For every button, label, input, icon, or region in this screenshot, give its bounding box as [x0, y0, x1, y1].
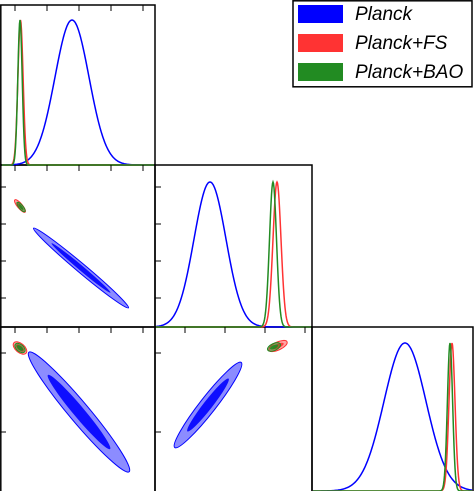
- tick-marks: [0, 5, 306, 433]
- marginal-curve: [156, 179, 311, 328]
- legend-label: Planck+FS: [355, 33, 448, 54]
- panel-frame: [154, 164, 313, 328]
- contour-inner: [187, 378, 229, 432]
- panel-frame: [0, 164, 156, 328]
- legend-swatch: [298, 34, 343, 52]
- marginal-curve: [313, 342, 472, 491]
- legend-label: Planck: [355, 4, 414, 25]
- legend-swatch: [298, 5, 343, 23]
- contour-inner: [47, 374, 111, 450]
- plot-area: [2, 19, 473, 491]
- legend-label: Planck+BAO: [355, 62, 463, 83]
- contour-inner: [18, 204, 24, 210]
- marginal-curve: [156, 181, 311, 328]
- contour-inner: [51, 243, 111, 293]
- marginal-curve: [313, 342, 472, 491]
- panel-frame: [154, 326, 313, 491]
- panel-frame: [311, 326, 474, 491]
- legend-swatch: [298, 63, 343, 81]
- contour-inner: [16, 345, 24, 351]
- contour-inner: [269, 344, 279, 350]
- legend: Planck Planck+FS Planck+BAO: [292, 0, 473, 88]
- marginal-curve: [2, 19, 154, 166]
